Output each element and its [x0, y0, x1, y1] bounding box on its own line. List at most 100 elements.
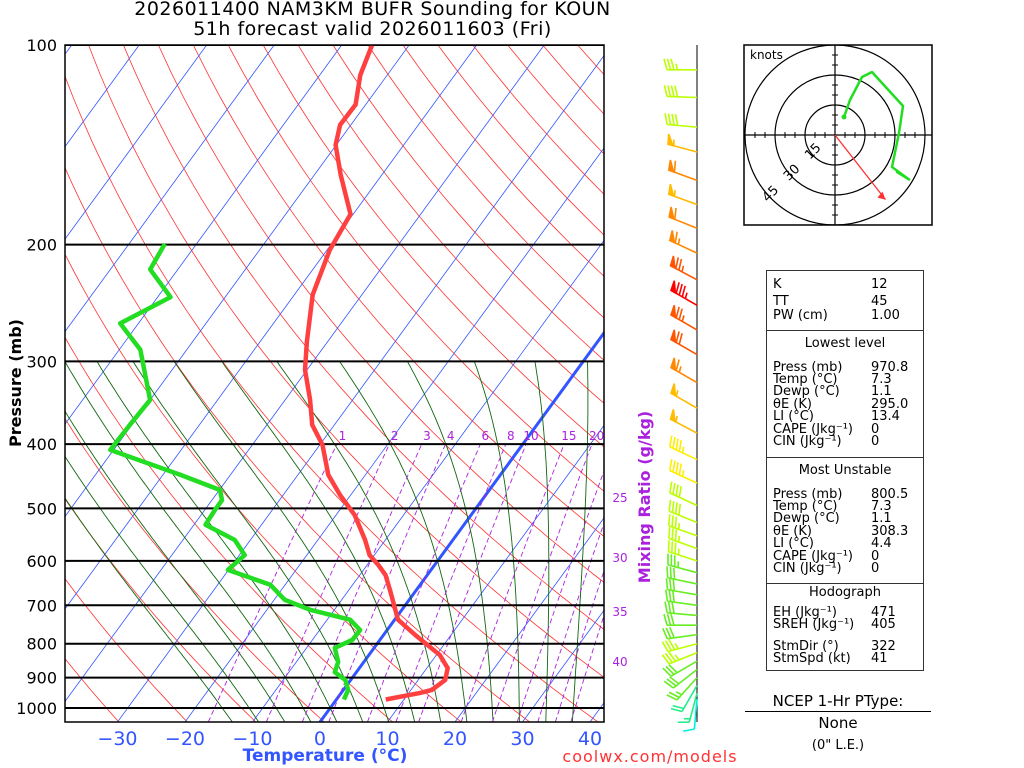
- wind-barb-feather: [668, 590, 672, 602]
- wind-barb: [668, 499, 698, 524]
- wind-barb-half-feather: [674, 654, 680, 661]
- stat-label: Temp (°C): [773, 499, 838, 514]
- wind-barb: [670, 280, 698, 307]
- wind-barb: [669, 481, 698, 507]
- wind-barb-half-feather: [677, 238, 681, 245]
- stat-value: 322: [871, 639, 896, 654]
- isotherm: [252, 239, 604, 722]
- wind-barb: [667, 159, 698, 182]
- wind-barb-half-feather: [677, 535, 681, 543]
- k-index-row: K 12: [773, 278, 919, 291]
- wind-barb-feather: [681, 285, 686, 298]
- ptype-value: None: [818, 714, 858, 732]
- wind-barb-feather: [671, 501, 675, 513]
- wind-barb: [670, 329, 698, 356]
- wind-barb-staff: [667, 600, 698, 607]
- wind-barb-staff: [672, 668, 698, 689]
- wind-barb-feather: [670, 541, 674, 553]
- wind-barb-feather: [672, 704, 684, 710]
- wind-barb-feather: [666, 678, 677, 687]
- wind-barb: [667, 540, 698, 562]
- lowest-level-row: CAPE (Jkg⁻¹) 0: [773, 423, 919, 436]
- mixing-ratio-label: 6: [482, 429, 490, 443]
- wind-barb-feather: [666, 613, 672, 626]
- wind-barb: [669, 435, 698, 461]
- lowest-level-row: LI (°C) 13.4: [773, 410, 919, 423]
- isotherm: [65, 45, 208, 240]
- wind-barb: [668, 526, 698, 550]
- stat-label: SREH (Jkg⁻¹): [773, 617, 855, 632]
- wind-barb-half-feather: [675, 415, 679, 423]
- stat-value: 800.5: [871, 487, 909, 502]
- wind-barb-feather: [675, 484, 679, 496]
- mixing-ratio-line: [207, 444, 338, 722]
- dry-adiabat: [65, 658, 120, 722]
- wind-barb-staff: [667, 642, 698, 653]
- isotherm: [454, 517, 604, 722]
- pressure-tick-label: 500: [26, 499, 57, 518]
- wind-barb-feather: [661, 654, 670, 665]
- hodograph: [743, 44, 933, 226]
- stat-label: Dewp (°C): [773, 511, 840, 526]
- pressure-tick-label: 600: [26, 552, 57, 571]
- footer-site: coolwx.com/models: [562, 747, 737, 766]
- dewpoint-profile: [108, 242, 363, 701]
- wind-barb-flag: [667, 183, 675, 198]
- moist-adiabat: [276, 361, 442, 722]
- wind-barb-feather: [673, 160, 677, 173]
- wind-barb-staff: [688, 693, 698, 723]
- dry-adiabat: [65, 166, 530, 722]
- mixing-ratio-label: 15: [561, 429, 576, 443]
- wind-barb-feather: [678, 463, 683, 476]
- stat-value: 970.8: [871, 360, 909, 375]
- moist-adiabat: [406, 361, 494, 722]
- wind-barb-half-feather: [681, 446, 685, 453]
- wind-barb-feather: [678, 439, 683, 452]
- most-unstable-row: θE (K) 308.3: [773, 525, 919, 538]
- wind-barb: [662, 660, 698, 677]
- wind-barb-feather: [670, 85, 675, 97]
- wind-barb-feather: [663, 85, 668, 97]
- stat-value: 0: [871, 434, 880, 449]
- wind-barb-feather: [678, 503, 682, 516]
- y-axis-label: Pressure (mb): [6, 319, 25, 447]
- wind-barb-staff: [669, 446, 698, 461]
- most-unstable-title: Most Unstable: [798, 463, 892, 478]
- wind-barb-feather: [675, 282, 680, 294]
- dry-adiabat: [262, 45, 604, 448]
- dry-adiabat: [332, 45, 604, 361]
- wind-barb-feather: [667, 113, 672, 125]
- wind-barb-flag: [667, 133, 675, 147]
- pressure-tick-label: 300: [26, 352, 57, 371]
- wind-barb: [663, 613, 697, 626]
- dry-adiabat: [297, 45, 604, 404]
- plot-frame: [64, 44, 605, 723]
- wind-barb-feather: [668, 639, 676, 651]
- mixing-ratio-line: [537, 521, 604, 722]
- wind-barb-feather: [669, 567, 672, 579]
- pressure-tick-label: 1000: [16, 699, 57, 718]
- wind-barb-staff: [667, 633, 698, 640]
- stats-table: K 12 TT 45 PW (cm) 1.00 Lowest level Press …: [766, 270, 924, 671]
- wind-barb: [667, 183, 698, 206]
- moist-adiabat: [473, 361, 520, 722]
- divider: [767, 457, 923, 458]
- wind-barb-feather: [670, 58, 675, 71]
- wind-barb: [666, 677, 698, 701]
- wind-barb-feather: [669, 435, 673, 448]
- wind-barb-half-feather: [677, 522, 681, 530]
- wind-barb-half-feather: [681, 265, 685, 272]
- wind-barb-feather: [674, 114, 679, 126]
- wind-barb-feather: [675, 306, 680, 319]
- wind-barb-half-feather: [681, 315, 685, 322]
- x-axis-label: Temperature (°C): [243, 746, 408, 766]
- wind-barb-feather: [670, 707, 683, 713]
- wind-barb-feather: [667, 601, 672, 614]
- stat-value: 0: [871, 549, 880, 564]
- wind-barb-feather: [673, 207, 677, 220]
- wind-barb-feather: [683, 728, 695, 732]
- wind-barb-half-feather: [675, 63, 679, 71]
- stat-label: Dewp (°C): [773, 384, 840, 399]
- stat-label: θE (K): [773, 397, 812, 412]
- isotherm: [387, 424, 604, 722]
